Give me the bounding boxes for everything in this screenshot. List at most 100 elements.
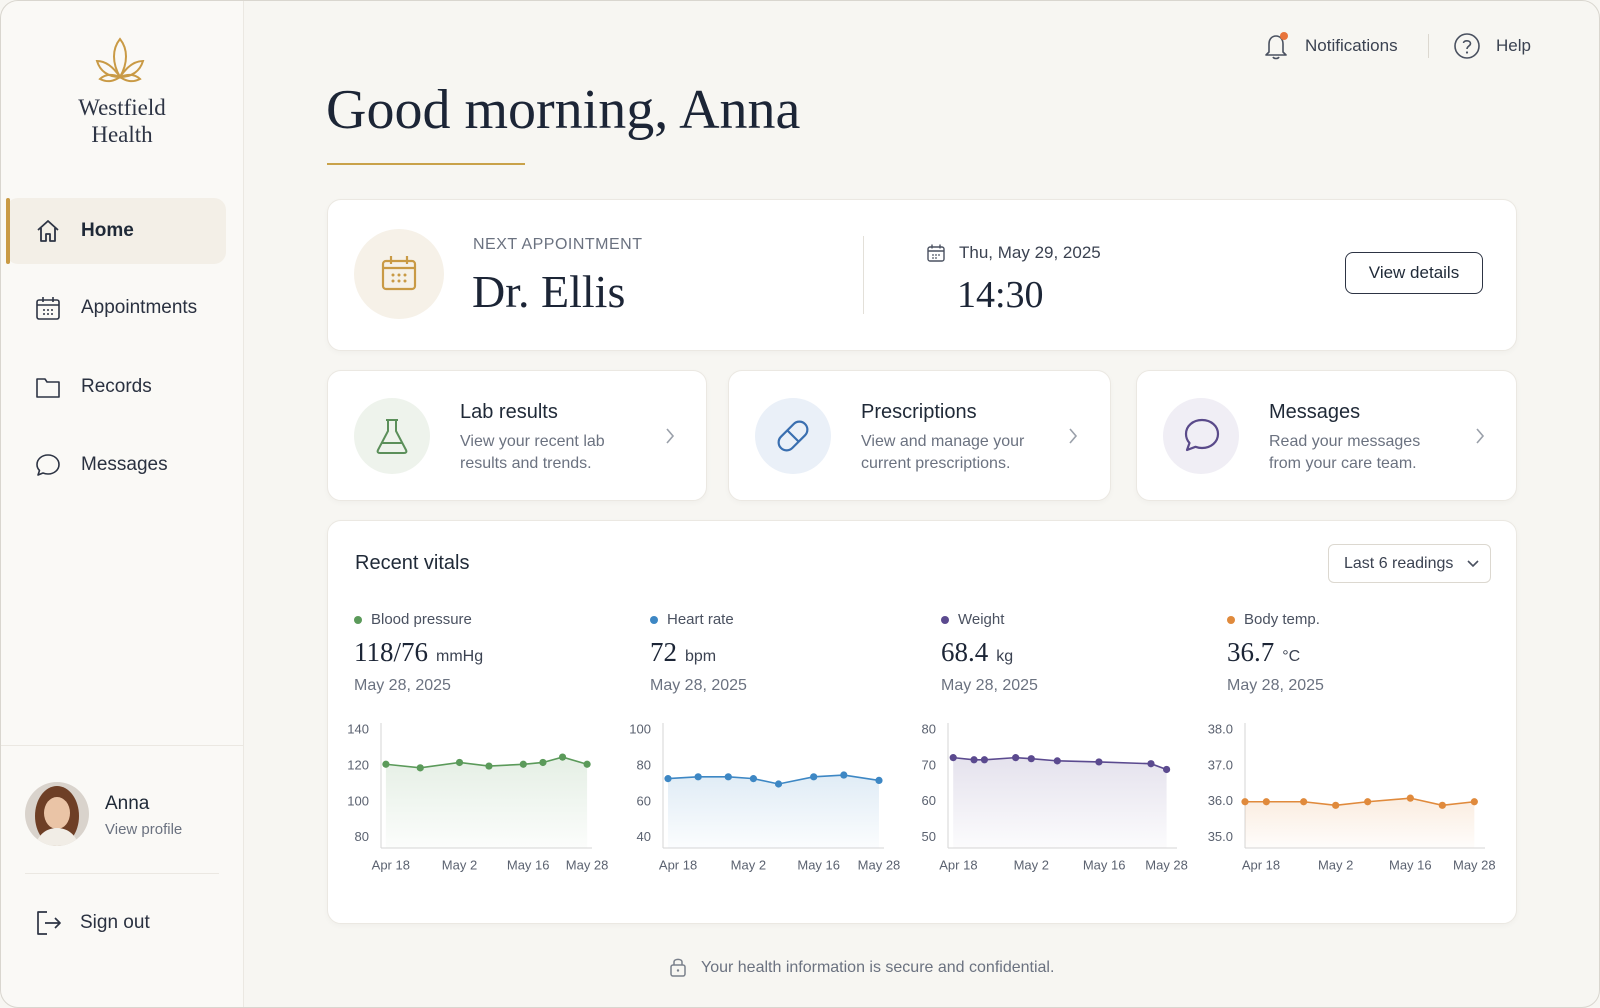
shortcut-card[interactable]: Messages Read your messages from your ca…: [1136, 370, 1517, 501]
data-point: [875, 776, 883, 785]
range-label: Last 6 readings: [1344, 555, 1454, 572]
avatar[interactable]: [25, 782, 89, 846]
reading-value-row: 72 bpm: [650, 636, 716, 673]
range-dropdown[interactable]: Last 6 readings: [1328, 544, 1491, 583]
x-tick-label: May 2: [1318, 857, 1353, 872]
home-icon: [37, 220, 59, 242]
legend-dot: [650, 616, 658, 624]
sign-out-icon: [37, 911, 61, 935]
nav-item[interactable]: Home: [6, 198, 226, 264]
footer-note: Your health information is secure and co…: [701, 959, 1055, 976]
nav-item[interactable]: Appointments: [6, 275, 226, 341]
shortcut-card[interactable]: Prescriptions View and manage your curre…: [728, 370, 1111, 501]
sign-out[interactable]: Sign out: [80, 912, 150, 933]
reading-value-row: 36.7 °C: [1227, 636, 1300, 673]
data-point: [1012, 754, 1020, 762]
data-point: [1147, 760, 1155, 768]
x-tick-label: Apr 18: [1242, 857, 1280, 872]
message-icon: [1184, 418, 1220, 452]
y-tick-label: 37.0: [1208, 757, 1233, 772]
nav-item[interactable]: Messages: [6, 432, 226, 498]
y-tick-label: 70: [922, 757, 936, 772]
reading-value: 118/76: [354, 637, 428, 667]
x-tick-label: May 16: [507, 857, 550, 872]
y-tick-label: 80: [355, 829, 369, 844]
brand-line: Health: [91, 122, 153, 147]
notifications[interactable]: Notifications: [1305, 36, 1398, 55]
chevron: [1069, 428, 1078, 444]
y-tick-label: 100: [629, 722, 651, 737]
x-tick-label: Apr 18: [372, 857, 410, 872]
vitals-card: Recent vitals Last 6 readings: [327, 520, 1517, 924]
data-point: [949, 754, 957, 762]
divider: [863, 236, 864, 314]
legend-dot: [1227, 616, 1235, 624]
x-tick-label: Apr 18: [659, 857, 697, 872]
chat-icon: [36, 454, 60, 476]
x-tick-label: Apr 18: [939, 857, 977, 872]
reading-date: May 28, 2025: [1227, 677, 1324, 694]
data-point: [558, 753, 567, 761]
nav-label: Appointments: [81, 297, 198, 318]
x-tick-label: May 16: [797, 857, 840, 872]
reading-date: May 28, 2025: [941, 677, 1038, 694]
data-point: [1095, 758, 1103, 766]
y-tick-label: 80: [637, 757, 651, 772]
y-tick-label: 120: [347, 757, 369, 772]
data-point: [694, 773, 702, 781]
greeting-underline: [327, 163, 525, 165]
card-text: View and manage your: [861, 433, 1025, 450]
legend-dot: [354, 616, 362, 624]
logo: [95, 37, 145, 83]
y-tick-label: 60: [922, 793, 936, 808]
data-point: [980, 756, 989, 764]
data-point: [519, 760, 527, 768]
data-point: [1470, 798, 1478, 806]
shortcut-card[interactable]: Lab results View your recent lab results…: [327, 370, 707, 501]
nav-label: Records: [81, 376, 152, 397]
nav-label: Home: [81, 220, 134, 241]
icon-bg: [354, 398, 430, 474]
card-title: Messages: [1269, 401, 1361, 423]
y-tick-label: 80: [922, 721, 936, 736]
pill-icon: [777, 420, 809, 452]
active-indicator: [6, 198, 10, 264]
data-point: [724, 773, 732, 781]
icon-bg: [1163, 398, 1239, 474]
x-tick-label: May 16: [1389, 857, 1432, 872]
view-details-button[interactable]: View details: [1345, 252, 1483, 294]
appointment-time: 14:30: [957, 274, 1044, 316]
data-point: [1027, 755, 1035, 763]
card-text: current prescriptions.: [861, 455, 1011, 472]
divider: [1, 745, 243, 746]
series-line: [1245, 797, 1475, 807]
nav-item[interactable]: Records: [6, 354, 226, 420]
area-fill: [385, 757, 588, 848]
data-point: [416, 764, 424, 772]
reading-unit: mmHg: [436, 648, 484, 665]
data-point: [840, 771, 848, 779]
vitals-title: Recent vitals: [355, 552, 470, 574]
reading-value-row: 118/76 mmHg: [354, 636, 483, 673]
x-tick-label: May 28: [566, 857, 609, 872]
data-point: [664, 775, 672, 783]
y-tick-label: 140: [347, 722, 369, 737]
help[interactable]: Help: [1496, 36, 1531, 55]
data-point: [1162, 765, 1171, 774]
x-tick-label: May 28: [858, 857, 901, 872]
card-text: Read your messages: [1269, 433, 1421, 450]
data-point: [774, 780, 783, 788]
bell-icon[interactable]: [1263, 31, 1291, 61]
reading-value: 72: [650, 637, 677, 667]
date-icon: [927, 244, 945, 262]
legend-dot: [941, 616, 949, 624]
data-point: [749, 775, 758, 783]
data-point: [382, 760, 390, 768]
help-icon[interactable]: [1453, 32, 1481, 60]
profile-link[interactable]: View profile: [105, 821, 183, 838]
y-tick-label: 36.0: [1208, 793, 1233, 808]
card-text: View your recent lab: [460, 433, 605, 450]
card-title: Prescriptions: [861, 401, 977, 423]
x-tick-label: May 2: [1014, 857, 1049, 872]
